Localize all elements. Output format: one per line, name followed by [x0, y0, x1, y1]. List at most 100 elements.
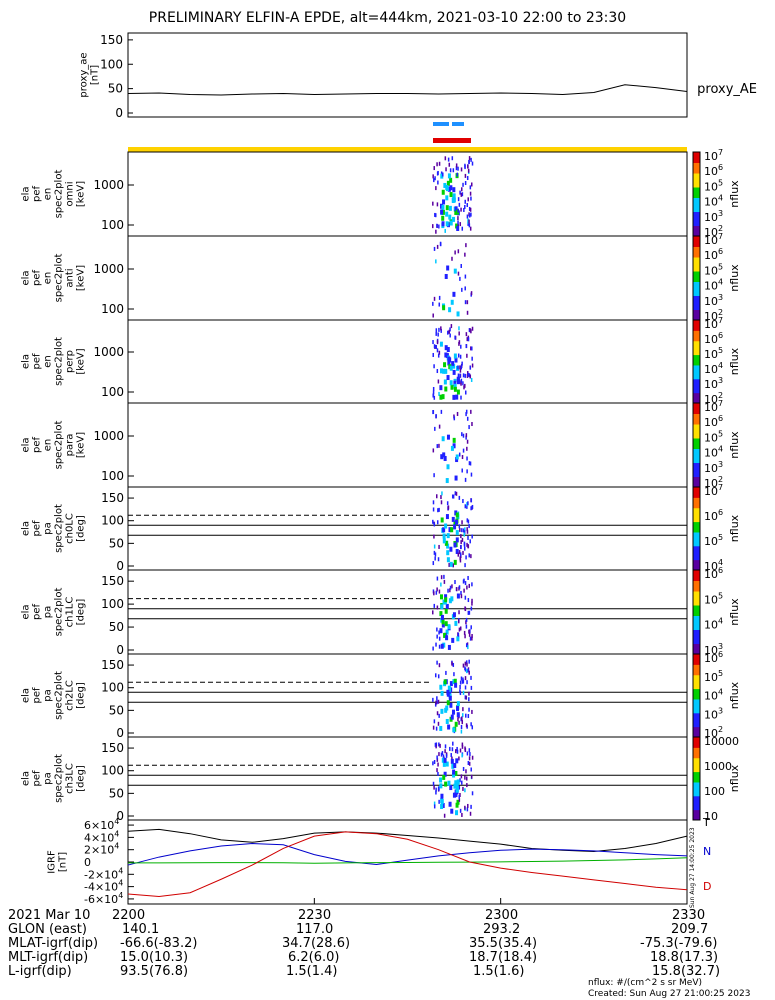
spec-panel-4-data	[432, 409, 473, 484]
spec-panel-8-ylabel-line: ela	[21, 771, 32, 786]
spec-panel-7-colorbar-cell	[693, 705, 700, 710]
spec-panel-2-pixel	[460, 263, 462, 268]
spec-panel-1-ylabel-line: omni	[65, 182, 76, 207]
spec-panel-6-pixel	[454, 580, 456, 585]
spec-panel-6-pixel	[458, 610, 460, 615]
spec-panel-1-pixel	[451, 197, 455, 203]
spec-panel-1-pixel	[457, 208, 459, 213]
spec-panel-2-pixel	[466, 300, 469, 305]
spec-panel-8-pixel	[466, 807, 469, 812]
spec-panel-6-pixel	[444, 621, 448, 627]
spec-panel-1-colorbar-label: nflux	[728, 180, 741, 208]
spec-panel-8-colorbar	[692, 736, 701, 821]
spec-panel-1-pixel	[460, 167, 463, 172]
spec-panel-4-colorbar-cell	[693, 452, 700, 456]
spec-panel-6-pixel	[451, 637, 455, 643]
spec-panel-5-colorbar-cell	[693, 549, 700, 554]
spec-panel-4-pixel	[458, 452, 461, 457]
spec-panel-7-pixel	[465, 660, 468, 665]
spec-panel-4-colorbar-cell	[693, 445, 700, 449]
spec-panel-4-pixel	[465, 435, 467, 440]
spec-panel-5-pixel	[453, 542, 457, 548]
spec-panel-7-pixel	[437, 721, 440, 726]
created-timestamp: Created: Sun Aug 27 21:00:25 2023	[588, 989, 751, 999]
spec-panel-3-pixel	[451, 361, 455, 367]
spec-panel-1-pixel	[432, 201, 434, 206]
spec-panel-5-pixel	[466, 502, 468, 507]
spec-panel-7-pixel	[446, 689, 450, 695]
spec-panel-8-pixel	[454, 780, 458, 786]
spec-panel-3-pixel	[456, 376, 460, 382]
spec-panel-8-pixel	[436, 768, 438, 773]
spec-panel-1-pixel	[436, 223, 438, 228]
spec-panel-1-pixel	[445, 221, 449, 227]
spec-panel-2-ylabel: ela pef en spec2plot anti [keV]	[21, 254, 87, 303]
spec-panel-3-pixel	[452, 363, 456, 369]
spec-panel-3-ytick: 100	[101, 385, 124, 399]
spec-panel-8-pixel	[465, 769, 467, 774]
spec-panel-1-pixel	[469, 191, 472, 196]
spec-panel-1-pixel	[454, 209, 458, 215]
spec-panel-2-colorbar-tick: 103	[704, 293, 723, 308]
spec-panel-7-data	[432, 659, 474, 734]
spec-panel-1-pixel	[449, 177, 453, 183]
spec-panel-5-pixel	[463, 542, 466, 547]
spec-panel-2-colorbar-cell	[693, 292, 700, 296]
spec-panel-4-pixel	[465, 412, 467, 417]
spec-panel-8-pixel	[438, 752, 440, 757]
spec-panel-5-colorbar-tick: 104	[704, 558, 723, 573]
spec-panel-4-colorbar-tick: 107	[704, 399, 723, 414]
igrf-series-T	[127, 828, 688, 853]
spec-panel-5-ylabel-line: [deg]	[76, 515, 87, 542]
spec-panel-8-pixel	[459, 778, 461, 783]
spec-panel-1-colorbar-cell	[693, 204, 700, 209]
spec-panel-6-pixel	[445, 603, 449, 609]
spec-panel-5-pixel	[440, 517, 444, 523]
spec-panel-4-colorbar-cell	[693, 476, 700, 481]
spec-panel-4-pixel	[454, 475, 458, 481]
spec-panel-1-colorbar-tick: 103	[704, 209, 723, 224]
spec-panel-5-ylabel-line: ela	[21, 521, 32, 536]
spec-panel-8-pixel	[456, 779, 460, 785]
spec-panel-1-pixel	[452, 216, 456, 222]
spec-panel-5-pixel	[436, 494, 438, 499]
spec-panel-2-colorbar-cell	[693, 243, 700, 247]
row-l-v1: 1.5(1.4)	[286, 964, 338, 979]
spec-panel-8-pixel	[471, 791, 474, 796]
spec-panel-6-pixel	[458, 619, 460, 624]
spec-panel-2-colorbar-cell	[693, 253, 700, 258]
spec-panel-8-pixel	[439, 777, 443, 783]
spec-panel-5-pixel	[441, 491, 443, 496]
spec-panel-8-pixel	[459, 808, 462, 813]
spec-panel-4-pixel	[466, 416, 469, 421]
spec-panel-7-ylabel-line: ela	[21, 688, 32, 703]
spec-panel-4-colorbar-cell	[693, 417, 700, 421]
spec-panel-1-pixel	[458, 202, 461, 207]
spec-panel-4-pixel	[446, 464, 450, 470]
spec-panel-2-pixel	[457, 271, 460, 276]
spec-panel-5-colorbar-tick: 107	[704, 483, 723, 498]
spec-panel-3-pixel	[432, 340, 434, 345]
spec-panel-7-pixel	[468, 691, 470, 696]
spec-panel-5-colorbar-cell	[693, 487, 700, 491]
spec-panel-5-pixel	[437, 508, 439, 513]
igrf-legend-T: T	[702, 816, 710, 829]
spec-panel-8-pixel	[442, 754, 445, 759]
spec-panel-6-colorbar-cell	[693, 584, 700, 588]
spec-panel-3-pixel	[463, 385, 465, 390]
spec-panel-2-pixel	[459, 276, 461, 281]
spec-panel-3-pixel	[457, 365, 459, 370]
spec-panel-8-data	[432, 741, 474, 818]
spec-panel-8-pixel	[461, 812, 463, 817]
spec-panel-5-pixel	[445, 514, 449, 520]
spec-panel-8-colorbar-tick: 100	[704, 785, 725, 798]
spec-panel-7-pixel	[451, 709, 455, 715]
spec-panel-2-pixel	[452, 291, 456, 297]
spec-panel-3-pixel	[440, 326, 442, 331]
spec-panel-3-pixel	[444, 352, 448, 358]
spec-panel-1-colorbar-tick: 107	[704, 148, 723, 163]
spec-panel-1-colorbar-cell	[693, 180, 700, 184]
spec-panel-1-pixel	[466, 202, 469, 207]
spec-panel-1-pixel	[457, 216, 459, 221]
spec-panel-2-colorbar-cell	[693, 239, 700, 244]
